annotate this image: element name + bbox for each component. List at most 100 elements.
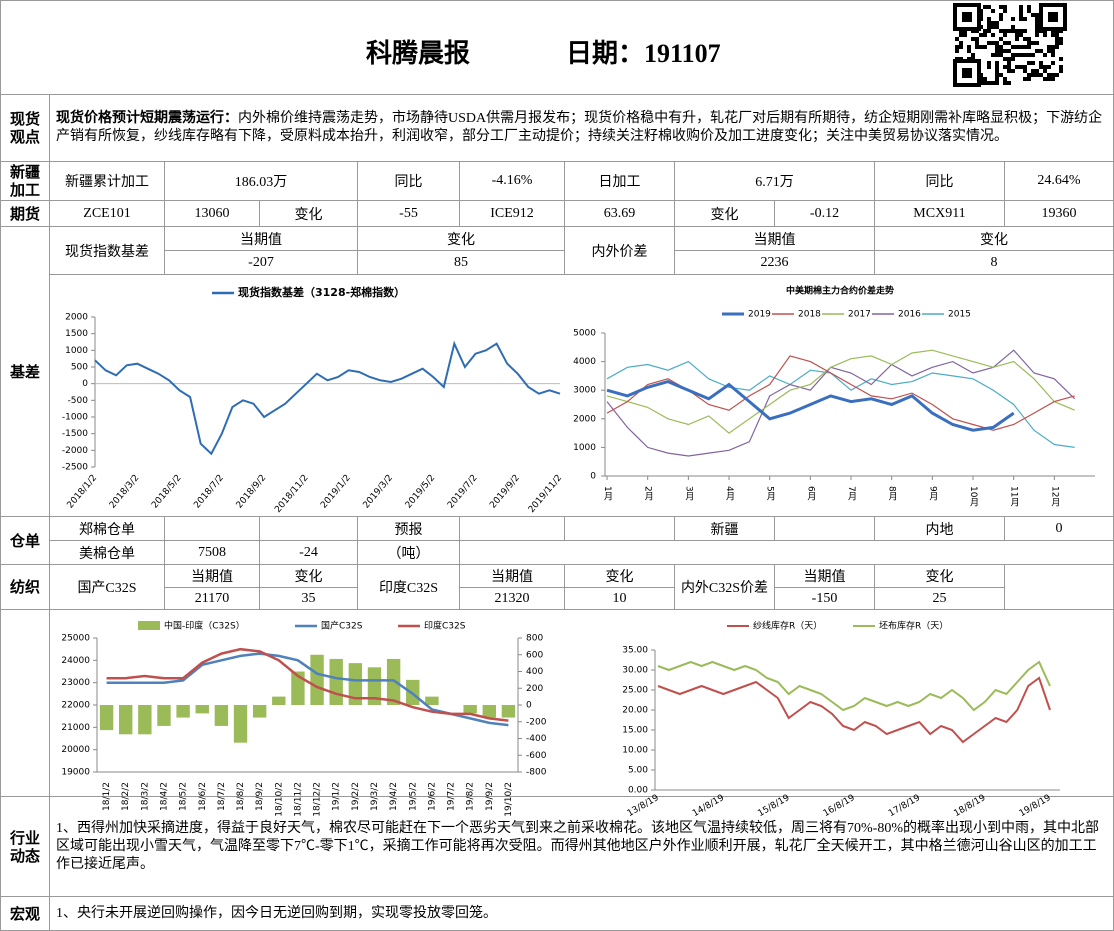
qr-dot: [1031, 53, 1035, 57]
qr-finder: [962, 12, 972, 22]
table-cell: 印度C32S: [358, 565, 460, 610]
qr-dot: [991, 53, 995, 57]
y-tick-label: 25000: [61, 634, 90, 644]
bar: [176, 705, 190, 718]
x-tick-label: 2018/5/2: [150, 473, 184, 510]
qr-dot: [1051, 49, 1055, 53]
qr-dot: [1027, 5, 1031, 9]
x-tick-label: 9月: [927, 486, 938, 502]
y-tick-label: 2000: [573, 414, 596, 424]
legend-label: 2018: [798, 310, 821, 320]
x-tick-label: 15/8/19: [756, 793, 791, 819]
x-tick-label: 19/9/2: [485, 782, 495, 811]
table-cell: 变化: [675, 201, 775, 227]
qr-dot: [999, 53, 1003, 57]
qr-dot: [991, 9, 995, 13]
empty-cell: [165, 517, 260, 541]
qr-dot: [1035, 73, 1039, 77]
series-line: [106, 647, 509, 722]
qr-dot: [1027, 73, 1031, 77]
view-lead: 现货价格预计短期震荡运行：: [56, 111, 238, 126]
empty-cell: [565, 517, 675, 541]
qr-dot: [1035, 21, 1039, 25]
row-label: 仓单: [0, 517, 50, 565]
y-tick-label: -500: [68, 396, 89, 406]
table-cell: ZCE101: [50, 201, 165, 227]
row-label: 基差: [0, 227, 50, 517]
qr-dot: [1051, 61, 1055, 65]
x-tick-label: 19/8/19: [1018, 793, 1053, 819]
y-tick-label: 0.00: [628, 786, 648, 796]
qr-dot: [987, 25, 991, 29]
qr-dot: [1031, 61, 1035, 65]
table-cell: 同比: [358, 162, 460, 201]
x-tick-label: 19/5/2: [408, 782, 418, 811]
bar: [310, 654, 324, 705]
qr-dot: [1011, 57, 1015, 61]
header: 科腾晨报 日期：191107: [0, 0, 1114, 95]
y-tick-label: -2000: [62, 446, 88, 456]
table-cell: 预报: [358, 517, 460, 541]
qr-dot: [1059, 69, 1063, 73]
table-cell: -4.16%: [460, 162, 565, 201]
x-tick-label: 14/8/19: [691, 793, 726, 819]
x-tick-label: 7月: [846, 486, 857, 502]
y-tick-label: 30.00: [622, 666, 648, 676]
qr-dot: [1015, 37, 1019, 41]
x-tick-label: 19/3/2: [370, 782, 380, 811]
qr-dot: [1011, 17, 1015, 21]
qr-dot: [1027, 45, 1031, 49]
qr-dot: [987, 21, 991, 25]
table-cell: 当期值: [775, 565, 875, 588]
y-tick-label: 35.00: [622, 646, 648, 656]
table-cell: 186.03万: [165, 162, 358, 201]
qr-dot: [1047, 77, 1051, 81]
qr-dot: [1043, 53, 1047, 57]
y-tick-label: 2000: [65, 313, 88, 323]
table-cell: 当期值: [460, 565, 565, 588]
qr-dot: [1035, 29, 1039, 33]
y-tick-label: 400: [526, 667, 543, 677]
qr-dot: [971, 37, 975, 41]
qr-dot: [995, 53, 999, 57]
macro-body: 1、央行未开展逆回购操作，因今日无逆回购到期，实现零投放零回笼。: [56, 905, 497, 921]
x-tick-label: 18/11/2: [293, 782, 303, 817]
qr-dot: [1023, 53, 1027, 57]
table-cell: 内外价差: [565, 227, 675, 275]
view-text: 现货价格预计短期震荡运行：内外棉价维持震荡走势，市场静待USDA供需月报发布；现…: [50, 95, 1114, 162]
qr-dot: [1051, 45, 1055, 49]
y-tick-label: -600: [526, 751, 547, 761]
qr-dot: [1007, 61, 1011, 65]
table-cell: -24: [260, 541, 358, 565]
y-tick-label: 200: [526, 684, 543, 694]
series-line: [657, 676, 1051, 744]
qr-dot: [1051, 53, 1055, 57]
x-tick-label: 2019/3/2: [361, 473, 395, 510]
qr-dot: [1015, 65, 1019, 69]
y-tick-label: -800: [526, 768, 547, 778]
qr-dot: [1043, 69, 1047, 73]
qr-dot: [995, 73, 999, 77]
qr-dot: [995, 81, 999, 85]
table-cell: 郑棉仓单: [50, 517, 165, 541]
x-tick-label: 18/4/2: [159, 782, 169, 811]
industry-text: 1、西得州加快采摘进度，得益于良好天气，棉农尽可能赶在下一个恶劣天气到来之前采收…: [50, 797, 1114, 897]
qr-dot: [979, 33, 983, 37]
x-tick-label: 18/10/2: [274, 782, 284, 817]
x-tick-label: 2018/3/2: [108, 473, 142, 510]
view-body: 内外棉价维持震荡走势，市场静待USDA供需月报发布；现货价格稳中有升，轧花厂对后…: [56, 111, 1103, 144]
qr-dot: [999, 49, 1003, 53]
qr-dot: [1019, 45, 1023, 49]
table-cell: 13060: [165, 201, 260, 227]
table-cell: 内外C32S价差: [675, 565, 775, 610]
qr-dot: [1019, 17, 1023, 21]
qr-dot: [1011, 45, 1015, 49]
qr-dot: [987, 81, 991, 85]
qr-dot: [1015, 53, 1019, 57]
qr-dot: [1007, 29, 1011, 33]
qr-dot: [999, 37, 1003, 41]
qr-dot: [955, 37, 959, 41]
y-tick-label: 24000: [61, 656, 90, 666]
x-tick-label: 2018/1/2: [66, 473, 100, 510]
